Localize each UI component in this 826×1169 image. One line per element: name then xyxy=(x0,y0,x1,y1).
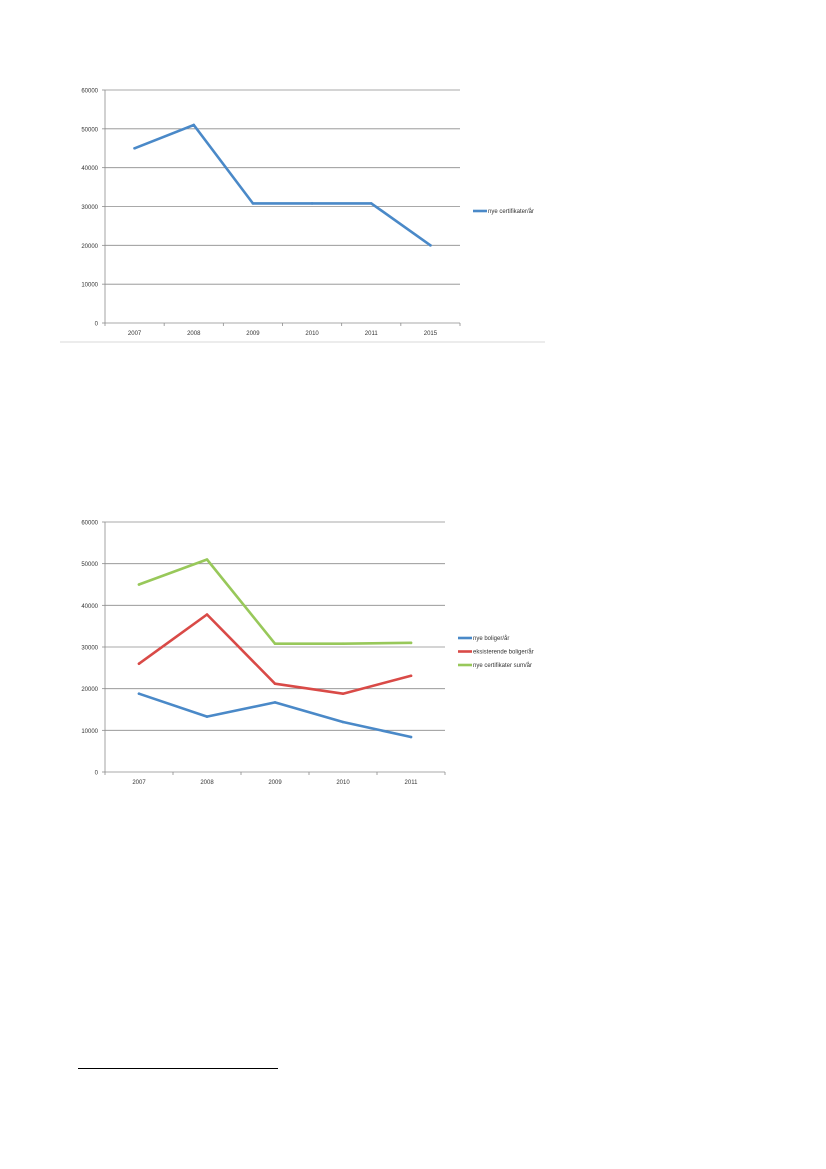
chart2-data-point xyxy=(205,715,209,718)
chart2-xtick-label: 2007 xyxy=(132,780,146,786)
chart1-legend-label: nye certifikater/år xyxy=(488,208,534,215)
chart2-data-point xyxy=(137,662,141,665)
chart1-ytick-label: 60000 xyxy=(81,89,98,95)
chart1-data-point xyxy=(369,202,373,205)
chart-certifikater: 0 10000 20000 30000 40000 50000 60000 2007 2008 2… xyxy=(60,60,580,355)
chart2-data-point xyxy=(341,642,345,645)
chart2-ytick-label: 10000 xyxy=(81,729,98,735)
chart1-xtick-label: 2007 xyxy=(128,331,142,337)
chart1-xtick-label: 2015 xyxy=(424,331,438,337)
chart2-xtick-label: 2009 xyxy=(268,780,282,786)
chart2-ytick-label: 20000 xyxy=(81,687,98,693)
chart2-legend-label: nye boliger/år xyxy=(473,635,509,642)
chart2-xtick-label: 2010 xyxy=(336,780,350,786)
chart1-xtick-label: 2009 xyxy=(246,331,260,337)
chart2-legend-label: nye certifikater sum/år xyxy=(473,662,532,669)
chart2-data-point xyxy=(137,692,141,695)
chart2-legend-label: eksisterende boliger/år xyxy=(473,649,534,656)
chart2-data-point xyxy=(273,682,277,685)
chart-certifikater-svg: 0 10000 20000 30000 40000 50000 60000 2007 2008 2… xyxy=(60,89,545,343)
chart2-data-point xyxy=(205,558,209,561)
chart2-ytick-label: 50000 xyxy=(81,562,98,568)
chart2-ytick-label: 40000 xyxy=(81,604,98,610)
chart1-series-line-1 xyxy=(133,123,432,247)
footnote-separator xyxy=(78,1068,278,1069)
chart1-xtick-label: 2010 xyxy=(305,331,319,337)
chart2-data-point xyxy=(409,735,413,739)
chart1-data-point xyxy=(251,202,255,205)
chart2-data-point xyxy=(341,692,345,695)
chart1-data-point xyxy=(429,244,432,247)
chart2-data-point xyxy=(409,641,413,645)
chart2-series-line-3 xyxy=(137,558,413,645)
chart2-ytick-label: 0 xyxy=(95,771,99,777)
chart1-ytick-label: 0 xyxy=(95,322,99,328)
chart2-data-point xyxy=(205,613,209,616)
chart1-xtick-label: 2008 xyxy=(187,331,201,337)
chart1-ytick-label: 30000 xyxy=(81,205,98,211)
chart1-data-point xyxy=(310,202,314,205)
chart2-data-point xyxy=(409,674,413,678)
chart2-data-point xyxy=(273,701,277,704)
chart2-xtick-label: 2011 xyxy=(405,780,419,786)
chart1-ytick-label: 10000 xyxy=(81,283,98,289)
chart1-ytick-label: 50000 xyxy=(81,127,98,133)
chart1-data-point xyxy=(133,146,136,150)
chart1-data-point xyxy=(192,123,196,127)
chart2-data-point xyxy=(341,720,345,724)
chart-boliger: 0 10000 20000 30000 40000 50000 60000 2007 2008 2… xyxy=(60,508,580,803)
chart2-data-point xyxy=(273,642,277,645)
chart1-ytick-label: 40000 xyxy=(81,166,98,172)
chart2-xtick-label: 2008 xyxy=(200,780,214,786)
chart-boliger-svg: 0 10000 20000 30000 40000 50000 60000 2007 2008 2… xyxy=(81,521,534,787)
chart2-ytick-label: 60000 xyxy=(81,521,98,527)
chart2-data-point xyxy=(137,583,141,586)
chart2-series-line-2 xyxy=(137,613,413,695)
chart1-ytick-label: 20000 xyxy=(81,244,98,250)
chart2-ytick-label: 30000 xyxy=(81,646,98,652)
chart1-xtick-label: 2011 xyxy=(365,331,379,337)
